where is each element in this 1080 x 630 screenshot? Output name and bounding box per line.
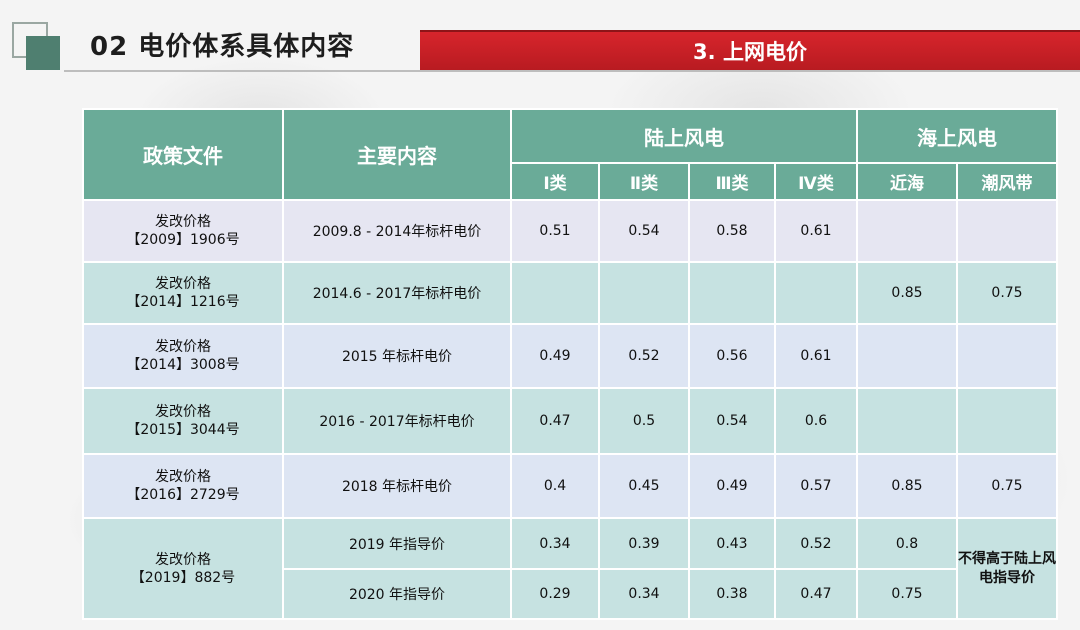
price-cell [956,199,1058,263]
header-class-2: Ⅱ类 [598,162,690,201]
price-cell: 0.54 [688,387,776,455]
content-cell: 2020 年指导价 [282,568,512,620]
price-cell: 0.8 [856,517,958,570]
header-onshore: 陆上风电 [510,108,858,164]
doc-line: 发改价格 [155,214,211,230]
table-row: 发改价格 【2014】1216号 2014.6 - 2017年标杆电价 0.85 … [82,261,1058,325]
table-row: 发改价格【2016】2729号 2018 年标杆电价 0.4 0.45 0.49… [82,453,1058,519]
price-cell [774,261,858,325]
table-row: 发改价格【2015】3044号 2016 - 2017年标杆电价 0.47 0.… [82,387,1058,455]
policy-doc-cell: 发改价格【2009】1906号 [82,199,284,263]
price-cell: 0.75 [856,568,958,620]
price-cell: 0.38 [688,568,776,620]
price-cell: 0.29 [510,568,600,620]
price-cell: 0.45 [598,453,690,519]
header-nearshore: 近海 [856,162,958,201]
header-offshore: 海上风电 [856,108,1058,164]
policy-doc-cell: 发改价格【2014】3008号 [82,323,284,389]
price-cell: 0.34 [510,517,600,570]
header-class-3: Ⅲ类 [688,162,776,201]
price-cell [956,323,1058,389]
doc-number: 【2014】3008号 [126,357,240,373]
section-banner: 3. 上网电价 [420,30,1080,70]
table-row: 发改价格【2014】3008号 2015 年标杆电价 0.49 0.52 0.5… [82,323,1058,389]
price-cell: 0.52 [598,323,690,389]
price-cell [688,261,776,325]
price-cell: 0.75 [956,261,1058,325]
header-content: 主要内容 [282,108,512,201]
content-cell: 2015 年标杆电价 [282,323,512,389]
policy-doc-cell: 发改价格【2016】2729号 [82,453,284,519]
doc-number: 【2009】1906号 [126,232,240,248]
header-policy: 政策文件 [82,108,284,201]
price-cell: 0.51 [510,199,600,263]
price-cell: 0.34 [598,568,690,620]
price-cell: 0.6 [774,387,858,455]
content-cell: 2016 - 2017年标杆电价 [282,387,512,455]
header-class-4: Ⅳ类 [774,162,858,201]
price-cell [856,323,958,389]
policy-doc-cell: 发改价格【2014】1216号 [82,261,284,325]
price-cell: 0.4 [510,453,600,519]
price-cell [956,387,1058,455]
price-cell: 0.61 [774,199,858,263]
price-table: 政策文件 主要内容 陆上风电 海上风电 Ⅰ类 Ⅱ类 Ⅲ类 Ⅳ类 近海 潮风带 发… [82,108,1058,620]
price-cell [856,199,958,263]
doc-line: 发改价格 [155,551,211,568]
price-cell [856,387,958,455]
intertidal-note-cell: 不得高于陆上风电指导价 [956,517,1058,620]
content-cell: 2009.8 - 2014年标杆电价 [282,199,512,263]
policy-doc-cell: 发改价格 【2019】882号 [82,517,284,620]
doc-line: 发改价格 [155,404,211,420]
price-cell: 0.39 [598,517,690,570]
content-cell: 2014.6 - 2017年标杆电价 [282,261,512,325]
price-cell: 0.57 [774,453,858,519]
price-cell: 0.49 [510,323,600,389]
price-cell: 0.52 [774,517,858,570]
price-cell: 0.75 [956,453,1058,519]
table-row: 2020 年指导价 0.29 0.34 0.38 0.47 0.75 [83,568,1057,620]
price-cell: 0.5 [598,387,690,455]
content-cell: 2019 年指导价 [282,517,512,570]
price-cell [598,261,690,325]
price-cell: 0.61 [774,323,858,389]
price-cell: 0.58 [688,199,776,263]
logo-filled-square [26,36,60,70]
doc-number: 【2014】1216号 [126,294,240,310]
price-cell: 0.47 [510,387,600,455]
header-divider [64,70,1080,72]
doc-number: 【2019】882号 [130,569,236,586]
price-cell: 0.49 [688,453,776,519]
table-row: 发改价格 【2009】1906号 2009.8 - 2014年标杆电价 0.51 … [82,199,1058,263]
logo-squares [12,22,60,70]
price-cell: 0.85 [856,453,958,519]
header-intertidal: 潮风带 [956,162,1058,201]
doc-line: 发改价格 [155,339,211,355]
price-cell: 0.47 [774,568,858,620]
table-row: 发改价格 【2019】882号 2019 年指导价 0.34 0.39 0.43 … [82,517,1058,620]
policy-doc-cell: 发改价格【2015】3044号 [82,387,284,455]
doc-line: 发改价格 [155,469,211,485]
price-cell: 0.85 [856,261,958,325]
doc-number: 【2015】3044号 [126,422,240,438]
price-cell: 0.43 [688,517,776,570]
price-cell [510,261,600,325]
page-title: 02 电价体系具体内容 [90,32,355,62]
header-class-1: Ⅰ类 [510,162,600,201]
doc-number: 【2016】2729号 [126,487,240,503]
price-cell: 0.56 [688,323,776,389]
price-cell: 0.54 [598,199,690,263]
content-cell: 2018 年标杆电价 [282,453,512,519]
doc-line: 发改价格 [155,276,211,292]
